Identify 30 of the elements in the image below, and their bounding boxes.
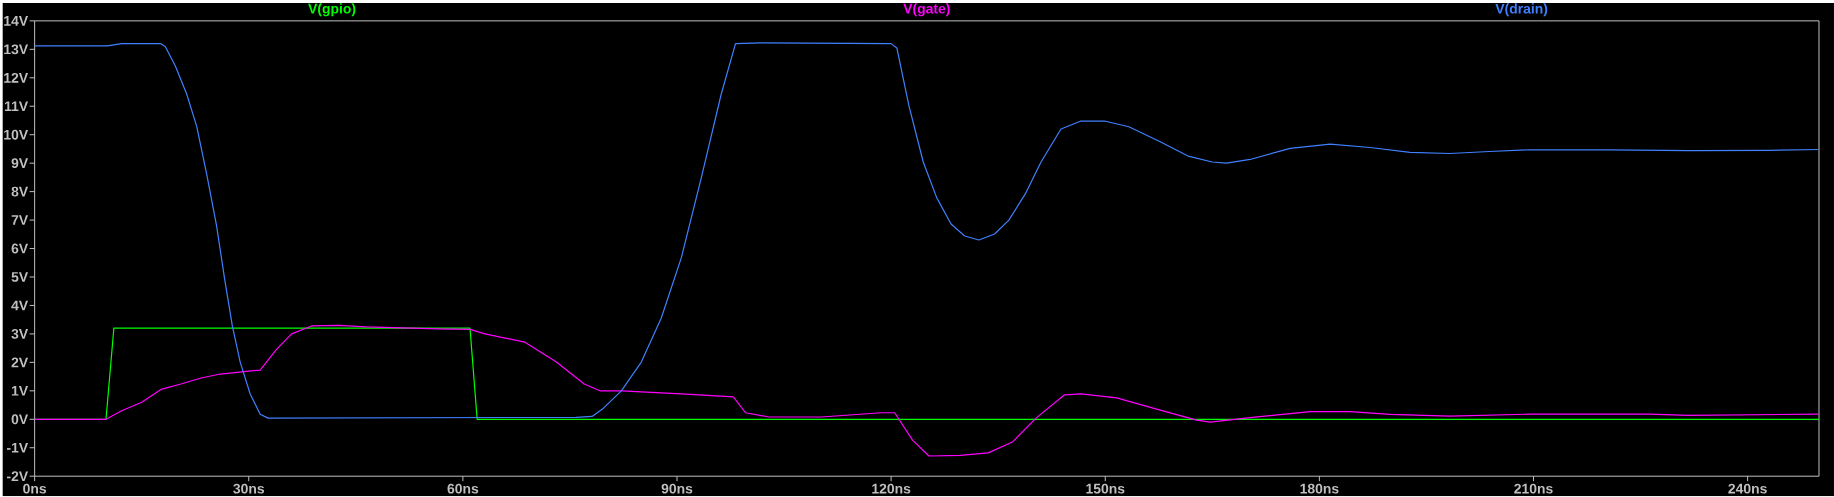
y-tick-label: -2V (6, 471, 29, 482)
y-tick-label: 9V (11, 158, 29, 169)
text: V(drain) (1495, 3, 1548, 17)
line-series (34, 42, 1819, 419)
y-tick-label: 11V (4, 101, 29, 112)
y-tick-label: -1V (6, 443, 29, 453)
x-tick-label: 90ns (661, 483, 693, 494)
y-tick-label: 14V (4, 16, 29, 26)
x-tick-label: 60ns (447, 483, 479, 494)
x-tick-label: 210ns (1514, 483, 1553, 494)
text: V(gpio) (308, 3, 356, 17)
y-tick-label: 7V (11, 215, 29, 225)
y-tick-label: 13V (4, 44, 29, 55)
y-tick-label: 6V (11, 243, 29, 254)
y-tick-label: 5V (11, 272, 29, 282)
y-tick-label: 2V (11, 357, 29, 368)
x-tick-label: 180ns (1300, 483, 1339, 494)
y-tick-label: 8V (11, 186, 29, 197)
y-tick-label: 4V (11, 300, 29, 311)
text: V(gate) (903, 3, 950, 17)
x-tick-label: 120ns (872, 483, 911, 494)
y-tick-label: 0V (11, 414, 29, 425)
y-tick-label: 1V (11, 386, 29, 396)
x-tick-label: 240ns (1728, 483, 1767, 494)
y-tick-label: 12V (4, 72, 29, 83)
x-tick-label: 150ns (1086, 483, 1125, 494)
x-tick-label: 30ns (233, 483, 265, 494)
y-tick-label: 10V (4, 129, 29, 140)
x-tick-label: 0ns (23, 483, 47, 494)
y-tick-label: 3V (11, 329, 29, 339)
